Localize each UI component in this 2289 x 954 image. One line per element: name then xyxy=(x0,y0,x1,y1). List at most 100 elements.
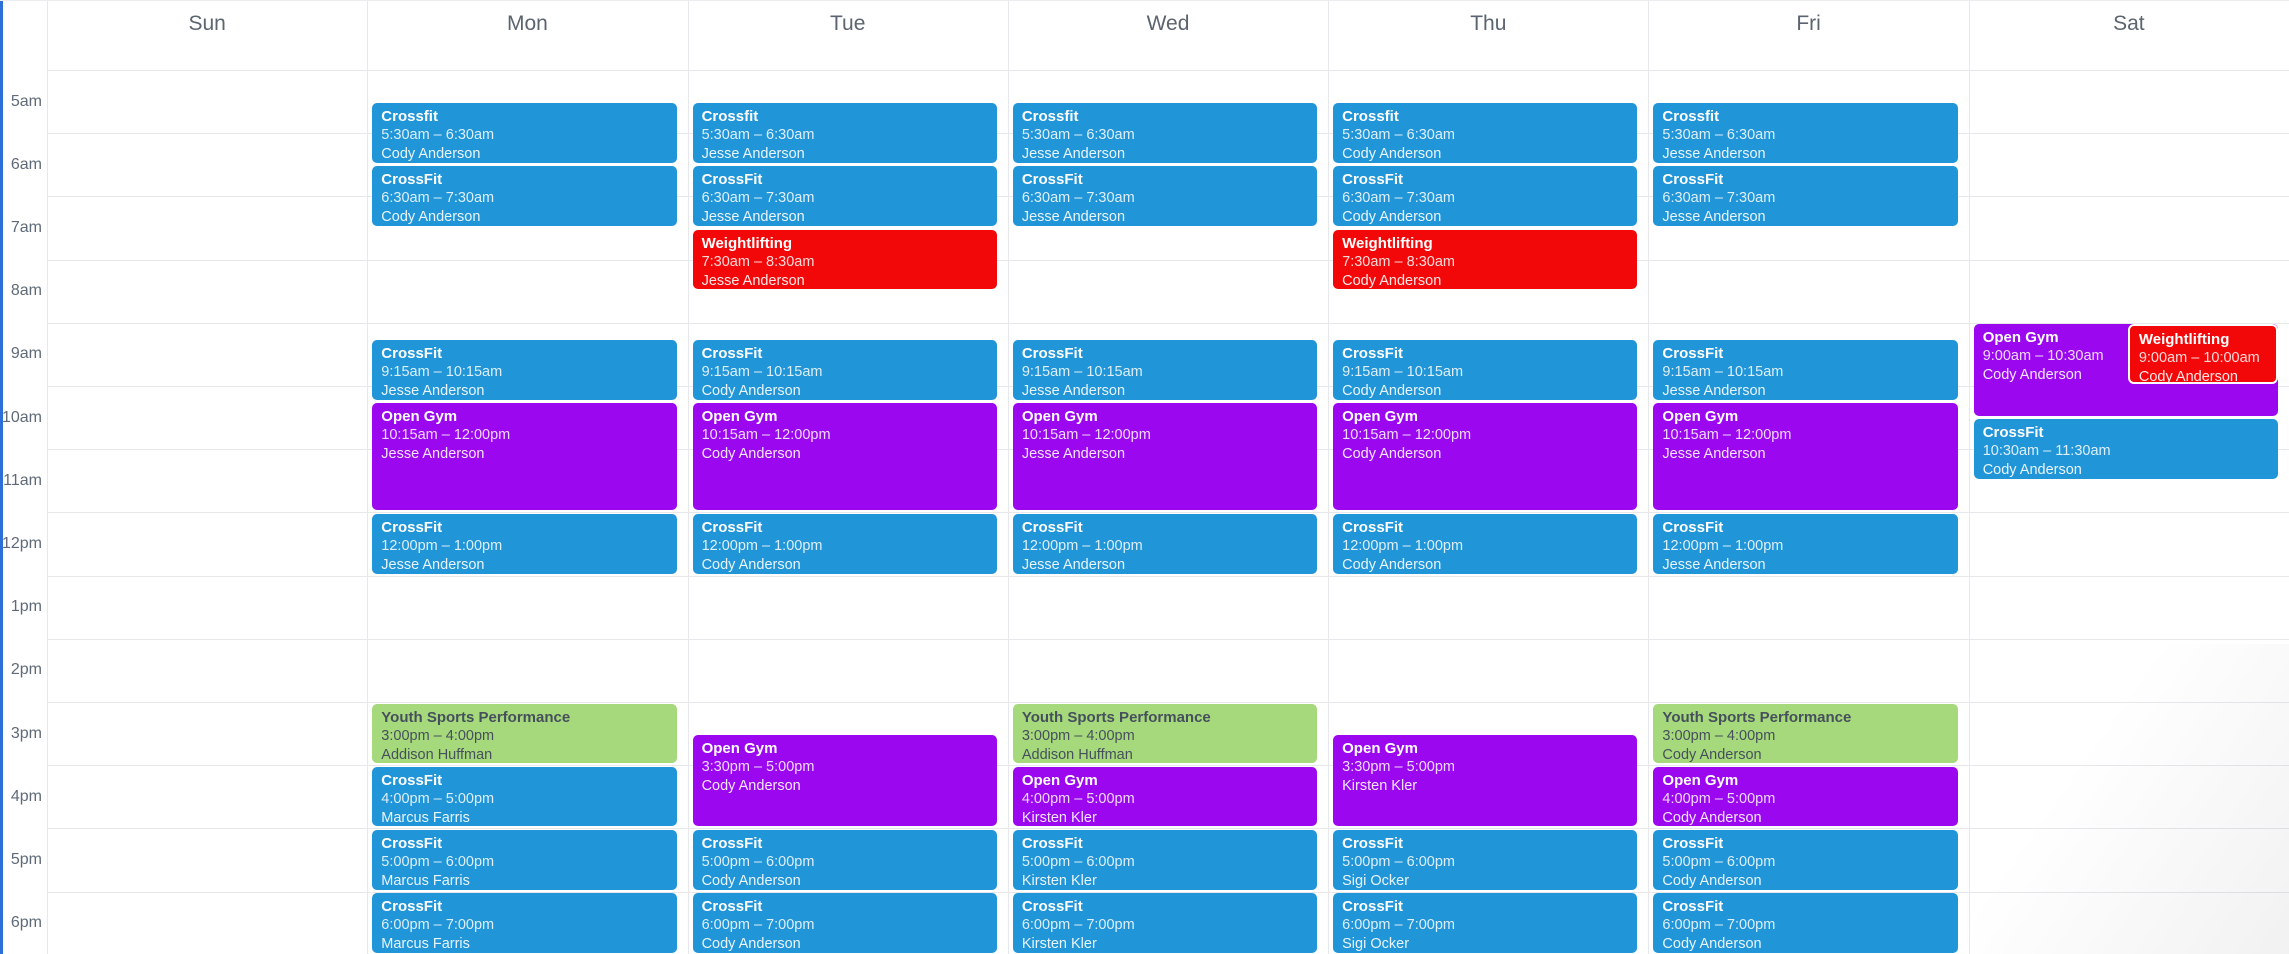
grid-hline xyxy=(47,70,2289,71)
event-title: CrossFit xyxy=(1662,518,1724,536)
day-header-sun: Sun xyxy=(188,12,226,35)
time-label: 12pm xyxy=(1,535,42,552)
event-title: Crossfit xyxy=(701,108,759,126)
event-block[interactable]: CrossFit 5:00pm – 6:00pm Marcus Farris xyxy=(372,829,677,890)
event-block[interactable]: CrossFit 5:00pm – 6:00pm Cody Anderson xyxy=(692,829,997,890)
event-block[interactable]: Weightlifting 7:30am – 8:30am Cody Anderso… xyxy=(1333,229,1638,290)
event-time: 6:00pm – 7:00pm xyxy=(701,917,815,934)
event-time: 5:30am – 6:30am xyxy=(1342,127,1455,144)
event-title: Open Gym xyxy=(1342,740,1418,758)
time-label: 8am xyxy=(10,282,42,300)
event-title: Open Gym xyxy=(1662,771,1739,789)
event-staff: Cody Anderson xyxy=(1342,272,1442,289)
event-block[interactable]: CrossFit 6:30am – 7:30am Jesse Anderson xyxy=(1653,166,1958,226)
event-block[interactable]: CrossFit 6:30am – 7:30am Cody Anderson xyxy=(372,166,677,226)
event-block[interactable]: CrossFit 6:30am – 7:30am Cody Anderson xyxy=(1333,166,1638,226)
event-title: CrossFit xyxy=(701,898,763,916)
event-block[interactable]: CrossFit 9:15am – 10:15am Cody Anderson xyxy=(692,340,997,400)
event-title: Open Gym xyxy=(381,408,458,426)
event-block[interactable]: Open Gym 3:30pm – 5:00pm Kirsten Kler xyxy=(1333,735,1638,827)
event-staff: Jesse Anderson xyxy=(1021,146,1126,163)
event-title: CrossFit xyxy=(381,518,443,536)
event-block[interactable]: CrossFit 6:00pm – 7:00pm Marcus Farris xyxy=(372,893,677,953)
event-block[interactable]: CrossFit 6:00pm – 7:00pm Cody Anderson xyxy=(1653,893,1958,953)
event-title: Open Gym xyxy=(1021,408,1098,426)
event-staff: Marcus Farris xyxy=(381,936,470,953)
event-block[interactable]: Crossfit 5:30am – 6:30am Jesse Anderson xyxy=(1012,103,1318,163)
grid-vline xyxy=(1648,1,1650,954)
event-block[interactable]: CrossFit 9:15am – 10:15am Jesse Anderson xyxy=(372,340,677,400)
grid-vline xyxy=(687,1,689,954)
event-title: CrossFit xyxy=(1662,345,1724,363)
event-time: 5:30am – 6:30am xyxy=(1021,127,1135,144)
event-staff: Sigi Ocker xyxy=(1342,872,1410,889)
event-staff: Jesse Anderson xyxy=(1662,446,1766,463)
event-time: 4:00pm – 5:00pm xyxy=(381,790,495,807)
event-block[interactable]: CrossFit 6:00pm – 7:00pm Cody Anderson xyxy=(692,893,997,953)
time-label: 7am xyxy=(10,219,42,236)
event-block[interactable]: Crossfit 5:30am – 6:30am Jesse Anderson xyxy=(692,103,997,163)
event-staff: Cody Anderson xyxy=(2138,369,2238,384)
event-block[interactable]: Open Gym 3:30pm – 5:00pm Cody Anderson xyxy=(692,735,997,827)
event-block[interactable]: Open Gym 10:15am – 12:00pm Cody Anderson xyxy=(692,403,997,511)
event-block[interactable]: Crossfit 5:30am – 6:30am Cody Anderson xyxy=(1333,103,1638,163)
event-block[interactable]: CrossFit 4:00pm – 5:00pm Marcus Farris xyxy=(372,766,677,827)
event-block[interactable]: Open Gym 10:15am – 12:00pm Jesse Anderson xyxy=(1653,403,1958,511)
event-title: CrossFit xyxy=(701,171,763,189)
event-staff: Cody Anderson xyxy=(381,209,481,226)
event-block[interactable]: CrossFit 5:00pm – 6:00pm Cody Anderson xyxy=(1653,829,1958,890)
event-title: Crossfit xyxy=(1662,108,1720,126)
event-time: 5:00pm – 6:00pm xyxy=(1021,853,1135,870)
event-block[interactable]: CrossFit 10:30am – 11:30am Cody Anderson xyxy=(1973,419,2278,479)
event-block[interactable]: Open Gym 4:00pm – 5:00pm Kirsten Kler xyxy=(1012,766,1318,827)
time-label: 10am xyxy=(1,408,42,426)
event-block[interactable]: CrossFit 12:00pm – 1:00pm Cody Anderson xyxy=(1333,513,1638,574)
event-block[interactable]: CrossFit 12:00pm – 1:00pm Jesse Anderson xyxy=(372,513,677,574)
event-staff: Jesse Anderson xyxy=(381,556,485,573)
event-block[interactable]: CrossFit 9:15am – 10:15am Cody Anderson xyxy=(1333,340,1638,400)
event-block[interactable]: CrossFit 12:00pm – 1:00pm Jesse Anderson xyxy=(1012,513,1318,574)
grid-hline xyxy=(47,322,2289,324)
event-title: Open Gym xyxy=(701,408,778,426)
event-block[interactable]: Youth Sports Performance 3:00pm – 4:00pm C… xyxy=(1653,703,1958,764)
event-time: 5:30am – 6:30am xyxy=(1662,127,1776,144)
event-block[interactable]: CrossFit 6:30am – 7:30am Jesse Anderson xyxy=(1012,166,1318,226)
event-block[interactable]: CrossFit 12:00pm – 1:00pm Cody Anderson xyxy=(692,513,997,574)
event-block[interactable]: CrossFit 6:00pm – 7:00pm Kirsten Kler xyxy=(1012,893,1318,953)
event-time: 6:00pm – 7:00pm xyxy=(1021,917,1135,934)
event-staff: Addison Huffman xyxy=(1021,746,1133,763)
event-time: 6:30am – 7:30am xyxy=(1021,190,1135,207)
event-time: 10:15am – 12:00pm xyxy=(1662,427,1792,444)
event-staff: Jesse Anderson xyxy=(381,446,485,463)
grid-vline xyxy=(47,1,48,954)
event-block[interactable]: CrossFit 12:00pm – 1:00pm Jesse Anderson xyxy=(1653,513,1958,574)
event-title: CrossFit xyxy=(701,834,763,852)
day-header-sat: Sat xyxy=(2113,12,2145,35)
grid-hline xyxy=(47,512,2289,514)
event-staff: Cody Anderson xyxy=(381,146,481,163)
event-time: 6:00pm – 7:00pm xyxy=(381,917,495,934)
event-block[interactable]: Open Gym 10:15am – 12:00pm Jesse Anderson xyxy=(372,403,677,511)
event-block[interactable]: Weightlifting 7:30am – 8:30am Jesse Anders… xyxy=(692,229,997,290)
event-block[interactable]: Weightlifting 9:00am – 10:00am Cody Anders… xyxy=(2127,324,2278,384)
event-staff: Cody Anderson xyxy=(701,936,801,953)
event-block[interactable]: CrossFit 9:15am – 10:15am Jesse Anderson xyxy=(1012,340,1318,400)
event-block[interactable]: Open Gym 10:15am – 12:00pm Jesse Anderson xyxy=(1012,403,1318,511)
event-block[interactable]: Open Gym 4:00pm – 5:00pm Cody Anderson xyxy=(1653,766,1958,827)
event-block[interactable]: Crossfit 5:30am – 6:30am Jesse Anderson xyxy=(1653,103,1958,163)
grid-hline xyxy=(47,891,2289,893)
grid-hline xyxy=(47,638,2289,640)
event-block[interactable]: Youth Sports Performance 3:00pm – 4:00pm A… xyxy=(1012,703,1318,764)
event-block[interactable]: CrossFit 5:00pm – 6:00pm Sigi Ocker xyxy=(1333,829,1638,890)
event-staff: Marcus Farris xyxy=(381,809,470,826)
day-header-fri: Fri xyxy=(1796,12,1821,35)
event-block[interactable]: Crossfit 5:30am – 6:30am Cody Anderson xyxy=(372,103,677,163)
event-title: CrossFit xyxy=(701,345,763,363)
event-time: 10:15am – 12:00pm xyxy=(701,427,831,444)
event-block[interactable]: Open Gym 10:15am – 12:00pm Cody Anderson xyxy=(1333,403,1638,511)
event-block[interactable]: CrossFit 9:15am – 10:15am Jesse Anderson xyxy=(1653,340,1958,400)
event-block[interactable]: CrossFit 6:00pm – 7:00pm Sigi Ocker xyxy=(1333,893,1638,953)
event-block[interactable]: Youth Sports Performance 3:00pm – 4:00pm A… xyxy=(372,703,677,764)
event-block[interactable]: CrossFit 5:00pm – 6:00pm Kirsten Kler xyxy=(1012,829,1318,890)
event-block[interactable]: CrossFit 6:30am – 7:30am Jesse Anderson xyxy=(692,166,997,226)
